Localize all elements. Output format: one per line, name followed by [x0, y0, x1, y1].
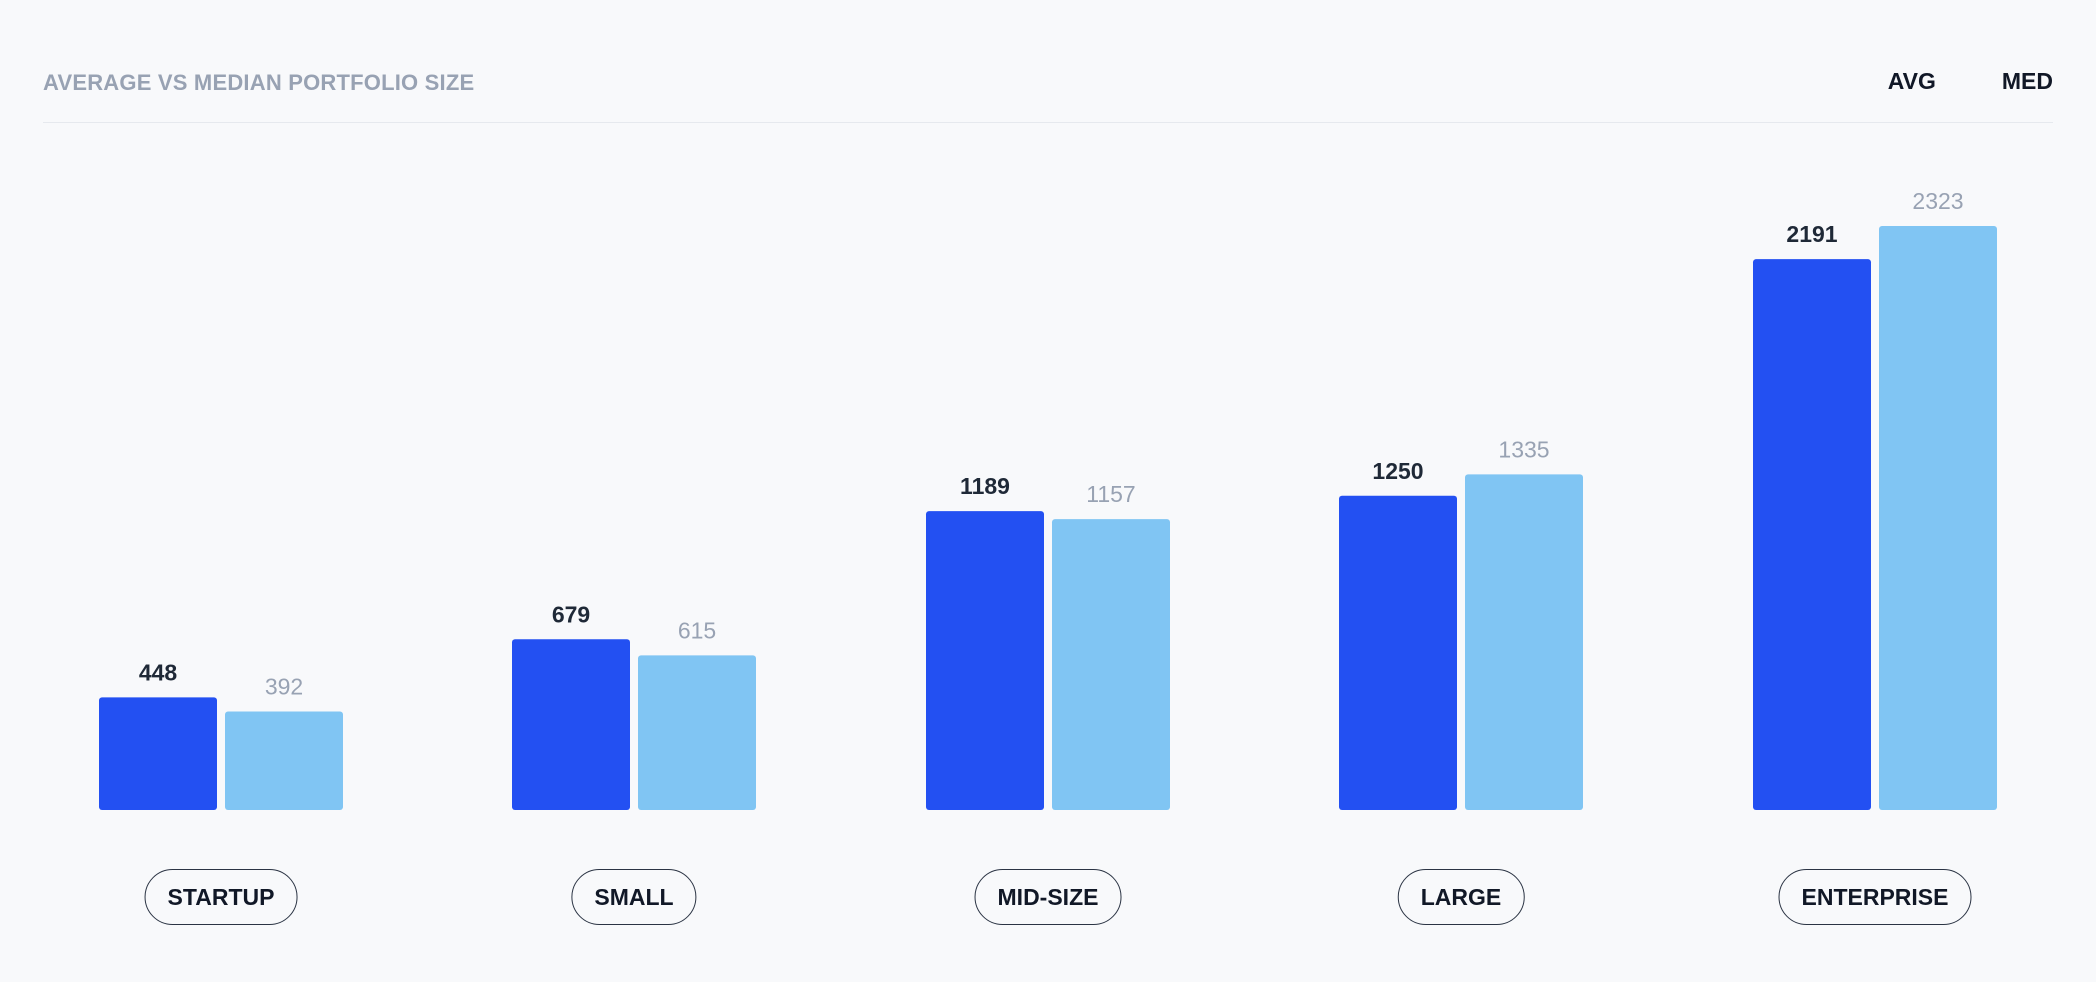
data-label-med-large: 1335	[1498, 436, 1549, 462]
bar-med-mid-size[interactable]	[1052, 519, 1170, 810]
data-label-avg-enterprise: 2191	[1786, 221, 1837, 247]
data-label-med-startup: 392	[265, 673, 303, 699]
legend-item-avg[interactable]: AVG	[1887, 68, 1936, 94]
bar-med-enterprise[interactable]	[1879, 226, 1997, 810]
bar-med-large[interactable]	[1465, 474, 1583, 810]
category-pill-small[interactable]: SMALL	[571, 869, 697, 925]
data-label-med-enterprise: 2323	[1912, 188, 1963, 214]
bar-avg-enterprise[interactable]	[1753, 259, 1871, 810]
category-pill-large[interactable]: LARGE	[1397, 869, 1525, 925]
data-label-avg-small: 679	[552, 601, 590, 627]
chart-header: AVERAGE VS MEDIAN PORTFOLIO SIZE AVG MED	[43, 60, 2053, 123]
legend-item-med[interactable]: MED	[2001, 68, 2053, 94]
bar-avg-startup[interactable]	[99, 697, 217, 810]
data-label-avg-startup: 448	[139, 659, 178, 685]
bar-med-small[interactable]	[638, 655, 756, 810]
legend: AVG MED	[1888, 68, 2053, 95]
data-label-avg-large: 1250	[1372, 458, 1423, 484]
chart-title: AVERAGE VS MEDIAN PORTFOLIO SIZE	[43, 70, 475, 95]
category-pill-startup[interactable]: STARTUP	[144, 869, 298, 925]
category-pill-enterprise[interactable]: ENTERPRISE	[1778, 869, 1972, 925]
category-pill-mid-size[interactable]: MID-SIZE	[974, 869, 1122, 925]
bar-med-startup[interactable]	[225, 711, 343, 810]
data-label-med-mid-size: 1157	[1086, 481, 1135, 507]
bar-avg-small[interactable]	[512, 639, 630, 810]
bar-avg-large[interactable]	[1339, 495, 1457, 810]
bar-avg-mid-size[interactable]	[926, 511, 1044, 810]
data-label-avg-mid-size: 1189	[960, 473, 1010, 499]
data-label-med-small: 615	[678, 617, 716, 643]
